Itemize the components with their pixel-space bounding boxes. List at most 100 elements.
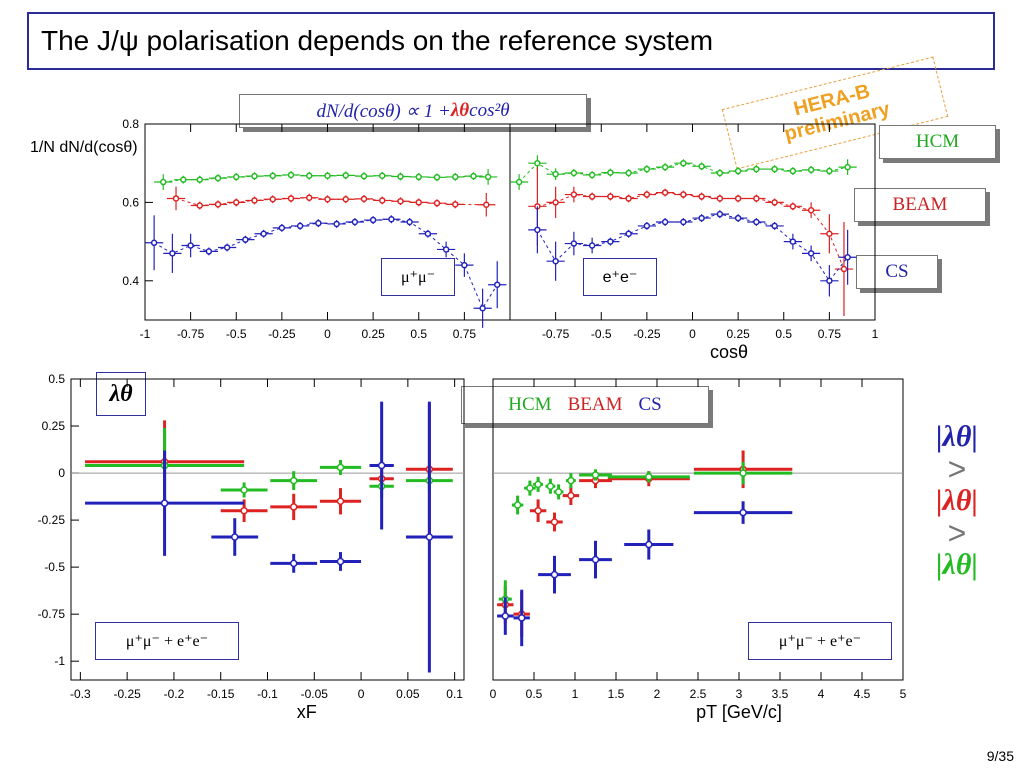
marker [588, 171, 596, 179]
marker [196, 176, 203, 183]
x-tick-label: 3.5 [772, 687, 789, 701]
data-point [553, 484, 564, 500]
data-point [319, 488, 362, 515]
marker [336, 497, 345, 506]
x-tick-label: 2 [654, 687, 661, 701]
data-point [166, 186, 186, 211]
y-axis-label: 1/N dN/d(cosθ) [30, 139, 138, 156]
inequality: |λθ| > |λθ| > |λθ| [922, 420, 992, 582]
marker [315, 219, 322, 227]
data-point [565, 473, 576, 489]
series-hcm [498, 461, 793, 618]
data-point [656, 188, 675, 197]
marker [534, 226, 541, 234]
marker [739, 508, 747, 517]
marker [645, 473, 653, 481]
marker [296, 222, 304, 230]
marker [680, 218, 687, 226]
marker [607, 238, 614, 245]
formula-lambda: λθ [450, 100, 470, 121]
data-point [783, 167, 802, 175]
data-point [218, 243, 237, 252]
marker [351, 218, 359, 226]
fit-curve [537, 192, 845, 270]
marker [625, 230, 632, 238]
data-point [601, 192, 620, 201]
marker [771, 165, 778, 173]
data-point [624, 529, 674, 560]
ineq-gt-1: > [947, 451, 967, 487]
marker [789, 167, 797, 175]
frame-label-cs: CS [856, 255, 938, 289]
marker [205, 248, 213, 255]
x-tick-label: 5 [900, 687, 907, 701]
series-hcm [154, 169, 498, 190]
data-point [820, 214, 839, 254]
data-point [656, 163, 675, 172]
x-tick-label: 0.05 [396, 687, 420, 701]
x-tick-label: 0.25 [361, 327, 385, 341]
data-point [174, 175, 193, 184]
marker [180, 176, 187, 183]
marker [406, 218, 413, 226]
chart-mumu-cos: -1 -0.75 -0.5 -0.25 0 0.25 0.5 0.75 0.4 0.6 0.8 1/N… [30, 117, 511, 341]
data-point [692, 192, 711, 201]
y-tick-label: -0.25 [38, 513, 66, 527]
panel-label-mumu: μ⁺μ⁻ [381, 258, 455, 296]
marker [789, 203, 797, 210]
marker [501, 612, 510, 620]
data-point [270, 553, 318, 573]
data-point [783, 233, 802, 250]
marker [433, 199, 441, 207]
marker [379, 172, 386, 179]
x-tick-label: 3 [736, 687, 743, 701]
marker [415, 199, 422, 206]
data-point [477, 192, 496, 217]
marker [289, 476, 298, 485]
data-point [546, 168, 565, 181]
x-tick-label: 1.5 [608, 687, 625, 701]
data-point [524, 480, 536, 496]
data-point [291, 222, 310, 230]
series-hcm [510, 155, 857, 190]
marker [493, 281, 501, 288]
data-point [236, 235, 255, 244]
marker [479, 304, 486, 312]
data-point [208, 174, 228, 183]
data-point [838, 229, 857, 285]
data-point [418, 229, 437, 238]
marker [369, 216, 377, 224]
panel-label-ee: e⁺e⁻ [583, 258, 657, 296]
marker [287, 195, 295, 202]
marker [567, 491, 575, 500]
marker [484, 173, 492, 181]
marker [242, 236, 249, 243]
marker [397, 197, 404, 205]
marker [515, 178, 523, 186]
x-tick-label: 0 [689, 327, 696, 341]
data-point [674, 218, 693, 226]
data-point [245, 196, 264, 205]
data-point [765, 222, 784, 230]
data-point [729, 167, 748, 175]
data-point [369, 401, 394, 530]
marker [223, 244, 231, 251]
marker [251, 172, 258, 180]
data-point [400, 218, 419, 226]
marker [698, 193, 705, 200]
data-point [533, 476, 544, 492]
y-tick-label: 0.8 [122, 117, 139, 131]
data-point [802, 202, 821, 219]
data-point [579, 469, 612, 481]
data-point [300, 193, 319, 202]
marker [734, 195, 742, 202]
marker [433, 174, 441, 181]
x-tick-label: 0 [358, 687, 365, 701]
data-point [546, 186, 565, 219]
data-point [619, 229, 638, 238]
plot-frame [70, 378, 465, 681]
marker [643, 165, 651, 173]
data-point [583, 192, 602, 201]
marker [214, 201, 222, 208]
data-point [163, 233, 182, 273]
